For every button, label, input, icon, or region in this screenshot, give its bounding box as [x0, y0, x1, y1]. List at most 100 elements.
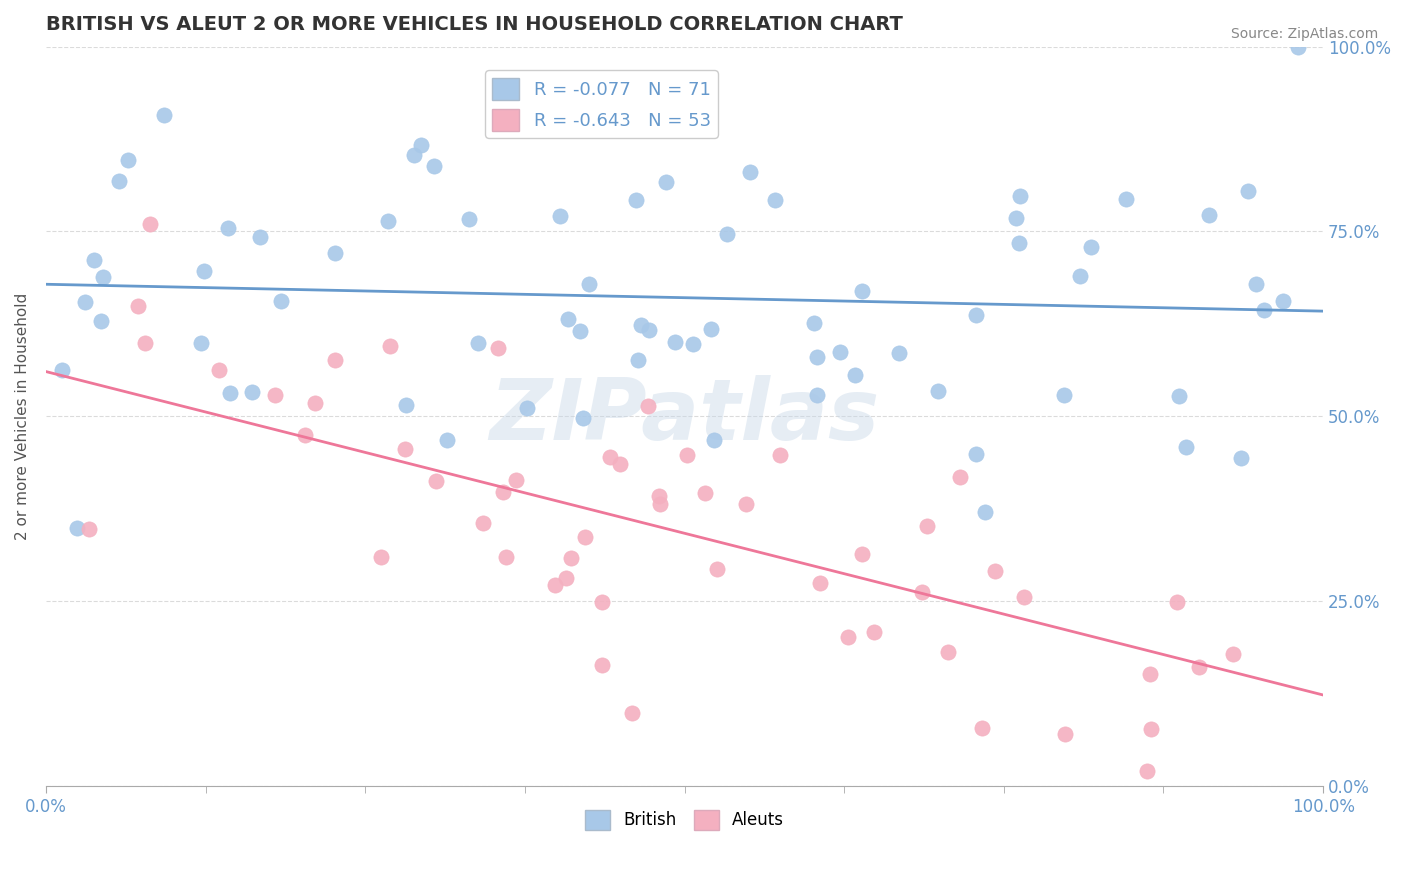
Point	[626, 193, 648, 207]
Point	[682, 337, 704, 351]
Point	[91, 270, 114, 285]
Point	[1271, 293, 1294, 308]
Point	[323, 246, 346, 260]
Point	[436, 433, 458, 447]
Point	[655, 175, 678, 189]
Point	[984, 564, 1007, 578]
Point	[560, 551, 582, 566]
Point	[377, 213, 399, 227]
Point	[394, 442, 416, 456]
Point	[1139, 667, 1161, 681]
Point	[911, 584, 934, 599]
Point	[1008, 235, 1031, 250]
Point	[970, 721, 993, 735]
Point	[572, 410, 595, 425]
Point	[548, 209, 571, 223]
Point	[492, 485, 515, 500]
Point	[949, 469, 972, 483]
Point	[703, 434, 725, 448]
Point	[294, 428, 316, 442]
Point	[1286, 39, 1309, 54]
Point	[851, 547, 873, 561]
Point	[1188, 659, 1211, 673]
Point	[599, 450, 621, 464]
Point	[323, 353, 346, 368]
Point	[927, 384, 949, 399]
Point	[207, 363, 229, 377]
Point	[515, 401, 537, 416]
Point	[716, 227, 738, 241]
Point	[578, 277, 600, 291]
Point	[837, 631, 859, 645]
Point	[77, 522, 100, 536]
Point	[83, 253, 105, 268]
Point	[193, 263, 215, 277]
Point	[249, 230, 271, 244]
Point	[153, 108, 176, 122]
Point	[620, 706, 643, 720]
Point	[637, 399, 659, 413]
Point	[637, 323, 659, 337]
Point	[965, 447, 987, 461]
Point	[1053, 388, 1076, 402]
Point	[423, 159, 446, 173]
Point	[270, 293, 292, 308]
Point	[763, 193, 786, 207]
Point	[505, 474, 527, 488]
Point	[1167, 389, 1189, 403]
Point	[425, 474, 447, 488]
Point	[1166, 595, 1188, 609]
Point	[627, 353, 650, 368]
Point	[613, 98, 636, 112]
Point	[219, 385, 242, 400]
Point	[808, 575, 831, 590]
Point	[630, 318, 652, 332]
Legend: British, Aleuts: British, Aleuts	[579, 803, 790, 837]
Point	[803, 316, 825, 330]
Point	[467, 335, 489, 350]
Point	[591, 595, 613, 609]
Point	[1069, 268, 1091, 283]
Point	[1136, 764, 1159, 778]
Point	[609, 457, 631, 471]
Point	[738, 165, 761, 179]
Point	[650, 497, 672, 511]
Point	[974, 505, 997, 519]
Point	[844, 368, 866, 383]
Text: Source: ZipAtlas.com: Source: ZipAtlas.com	[1230, 27, 1378, 41]
Point	[117, 153, 139, 168]
Point	[411, 138, 433, 153]
Point	[1115, 192, 1137, 206]
Point	[568, 324, 591, 338]
Point	[557, 312, 579, 326]
Point	[240, 384, 263, 399]
Point	[1012, 590, 1035, 604]
Point	[264, 388, 287, 402]
Point	[134, 336, 156, 351]
Point	[304, 395, 326, 409]
Point	[806, 388, 828, 402]
Point	[917, 518, 939, 533]
Point	[851, 284, 873, 298]
Point	[706, 562, 728, 576]
Point	[1237, 184, 1260, 198]
Point	[806, 350, 828, 364]
Point	[1010, 189, 1032, 203]
Point	[830, 345, 852, 359]
Text: BRITISH VS ALEUT 2 OR MORE VEHICLES IN HOUSEHOLD CORRELATION CHART: BRITISH VS ALEUT 2 OR MORE VEHICLES IN H…	[46, 15, 903, 34]
Point	[1246, 277, 1268, 291]
Point	[457, 211, 479, 226]
Point	[1139, 722, 1161, 736]
Point	[591, 657, 613, 672]
Point	[90, 314, 112, 328]
Point	[574, 530, 596, 544]
Point	[51, 363, 73, 377]
Point	[1253, 303, 1275, 318]
Point	[889, 346, 911, 360]
Point	[66, 521, 89, 535]
Point	[486, 341, 509, 355]
Point	[700, 322, 723, 336]
Point	[378, 339, 401, 353]
Point	[190, 335, 212, 350]
Point	[402, 148, 425, 162]
